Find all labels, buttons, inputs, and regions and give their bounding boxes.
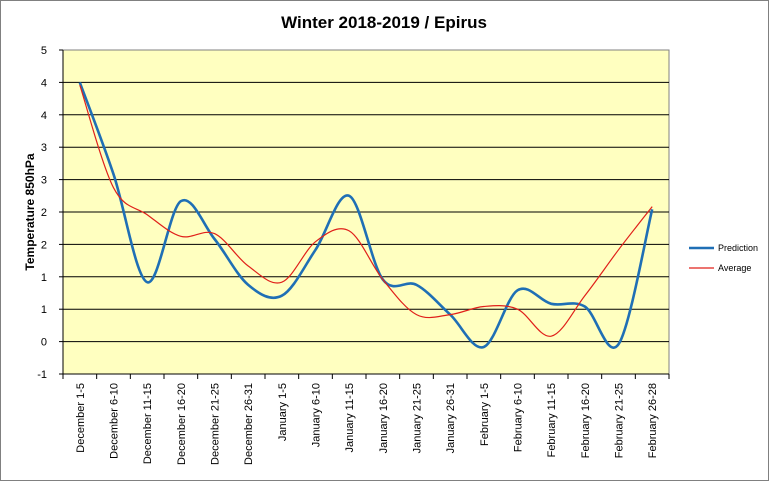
y-tick-label: 2 [41,239,47,251]
x-tick-label: January 21-25 [412,383,424,453]
legend: Prediction Average [689,243,758,273]
x-tick-label: December 1-5 [75,383,87,453]
x-tick-label: December 21-25 [210,383,222,465]
y-tick-label: 3 [41,142,47,154]
x-tick-label: February 1-5 [479,383,491,446]
x-tick-label: December 26-31 [243,383,255,465]
y-tick-label: 4 [41,77,47,89]
series-line-prediction [78,81,654,349]
x-tick-label: January 11-15 [344,383,356,453]
y-tick-label: 3 [41,175,47,187]
series-line-average [79,84,653,337]
y-tick-label: 1 [41,304,47,316]
x-tick-label: February 26-28 [647,383,659,458]
y-tick-label: 0 [41,337,47,349]
x-tick-label: February 16-20 [580,383,592,458]
x-tick-label: February 6-10 [513,383,525,452]
y-tick-label: 4 [41,110,47,122]
y-tick-label: 2 [41,207,47,219]
y-tick-label: 1 [41,272,47,284]
y-axis-ticks: -1 0 1 1 2 2 3 3 4 4 5 [37,45,63,381]
y-tick-label: -1 [37,369,47,381]
x-tick-label: December 11-15 [142,383,154,464]
x-tick-label: December 6-10 [109,383,121,459]
x-tick-label: January 26-31 [445,383,457,453]
legend-label-average: Average [718,263,751,273]
x-tick-label: January 16-20 [378,383,390,453]
x-tick-label: January 1-5 [277,383,289,441]
x-tick-label: December 16-20 [176,383,188,465]
chart-title: Winter 2018-2019 / Epirus [281,13,487,32]
legend-label-prediction: Prediction [718,243,758,253]
x-tick-label: February 11-15 [546,383,558,457]
series-lines [78,81,654,349]
gridlines [63,81,669,343]
x-tick-label: February 21-25 [614,383,626,458]
y-axis-label: Temperature 850hPa [23,153,37,270]
y-tick-label: 5 [41,45,47,57]
x-tick-label: January 6-10 [311,383,323,447]
x-axis-ticks: December 1-5 December 6-10 December 11-15 D… [62,374,670,465]
